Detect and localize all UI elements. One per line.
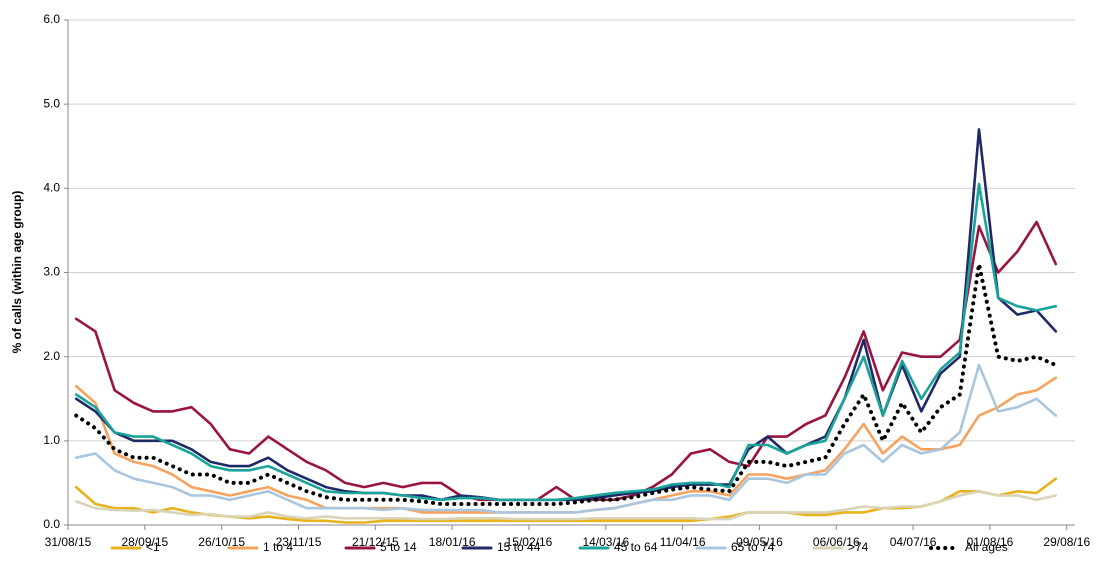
x-tick-label: 31/08/15 [45,535,92,549]
series-line [74,220,1058,502]
y-tick-label: 6.0 [43,12,60,26]
x-tick-label: 14/03/16 [582,535,629,549]
legend-label: All ages [965,540,1008,554]
x-tick-label: 26/10/15 [198,535,245,549]
x-tick-label: 23/11/15 [276,535,322,549]
x-tick-label: 21/12/15 [352,535,399,549]
y-tick-label: 5.0 [43,96,60,110]
legend-label: 15 to 44 [497,540,541,554]
x-tick-label: 09/05/16 [736,535,783,549]
series-line [74,128,1058,502]
legend-label: <1 [146,540,160,554]
x-tick-label: 15/02/16 [506,535,553,549]
legend-label: 65 to 74 [731,540,775,554]
x-tick-label: 29/08/16 [1043,535,1090,549]
legend-label: 45 to 64 [614,540,658,554]
legend-label: >74 [848,540,869,554]
y-tick-label: 3.0 [43,265,60,279]
legend-label: 5 to 14 [380,540,417,554]
x-tick-label: 06/06/16 [813,535,860,549]
series-line [74,490,1058,521]
series-line [74,262,1058,506]
x-tick-label: 11/04/16 [660,535,706,549]
y-tick-label: 0.0 [43,517,60,531]
legend-label: 1 to 4 [263,540,293,554]
series-line [74,363,1058,514]
x-tick-label: 18/01/16 [429,535,476,549]
series-line [74,182,1058,502]
y-tick-label: 2.0 [43,349,60,363]
x-tick-label: 01/08/16 [967,535,1014,549]
y-tick-label: 1.0 [43,433,60,447]
y-tick-label: 4.0 [43,181,60,195]
x-tick-label: 04/07/16 [890,535,937,549]
y-axis-label: % of calls (within age group) [10,191,24,354]
x-tick-label: 28/09/15 [121,535,168,549]
